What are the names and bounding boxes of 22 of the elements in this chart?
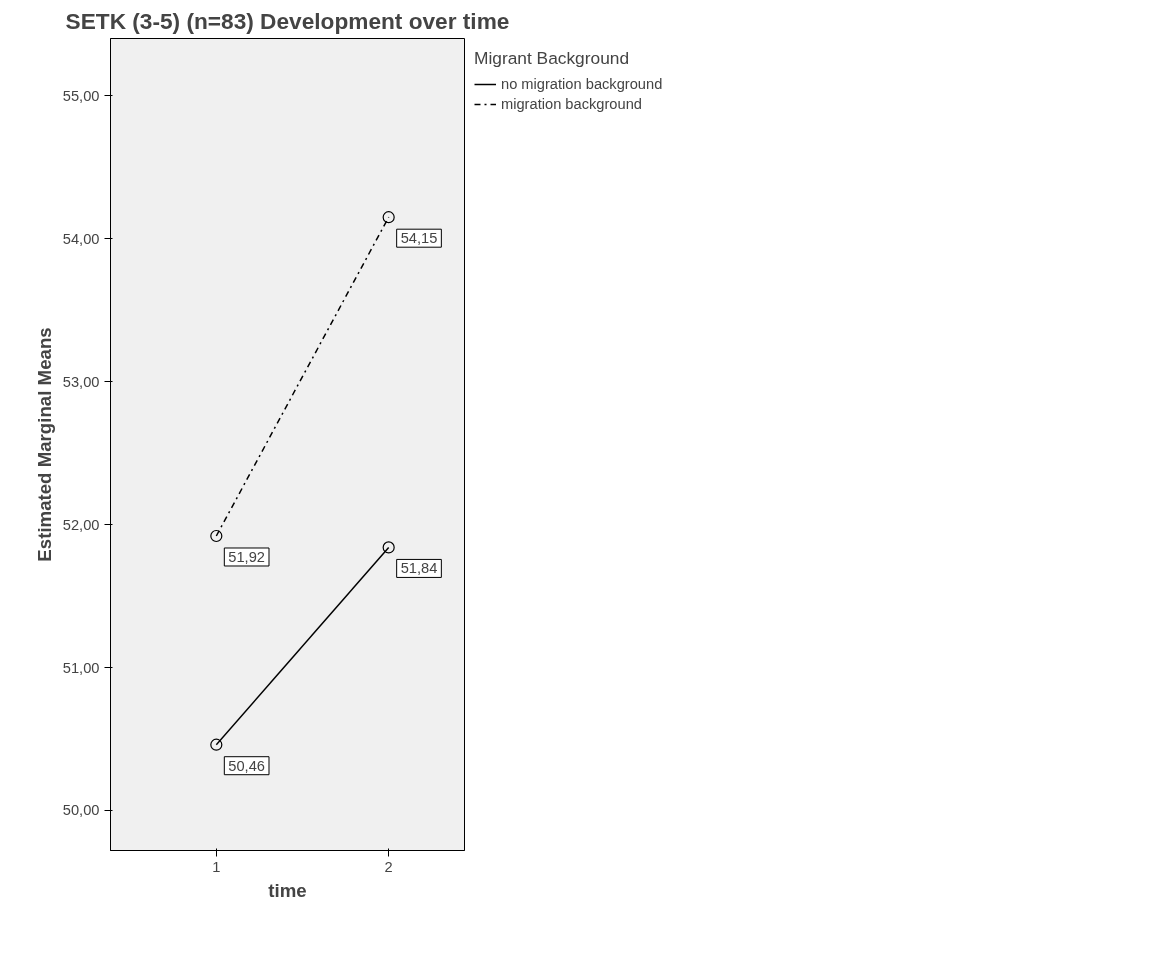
y-tick-label: 53,00 (62, 373, 100, 390)
data-label: 51,92 (228, 548, 266, 565)
y-tick-label: 51,00 (62, 659, 100, 676)
y-tick-label: 54,00 (62, 230, 100, 247)
x-tick-label: 2 (384, 858, 393, 875)
legend-title: Migrant Background (474, 48, 631, 69)
data-label: 51,84 (400, 560, 438, 577)
y-tick-label: 52,00 (62, 516, 100, 533)
legend-label: migration background (501, 96, 642, 112)
y-tick-label: 55,00 (62, 87, 100, 104)
y-tick-label: 50,00 (62, 802, 100, 819)
chart-title: SETK (3-5) (n=83) Development over time (65, 7, 510, 34)
y-axis-title: Estimated Marginal Means (33, 327, 55, 562)
x-tick-label: 1 (212, 858, 221, 875)
data-label: 50,46 (228, 757, 266, 774)
point (210, 529, 223, 543)
point (382, 211, 395, 224)
x-axis-title: time (268, 879, 307, 901)
data-label: 54,15 (400, 230, 438, 247)
point (382, 541, 395, 554)
legend-label: no migration background (501, 76, 663, 92)
point (210, 738, 223, 751)
